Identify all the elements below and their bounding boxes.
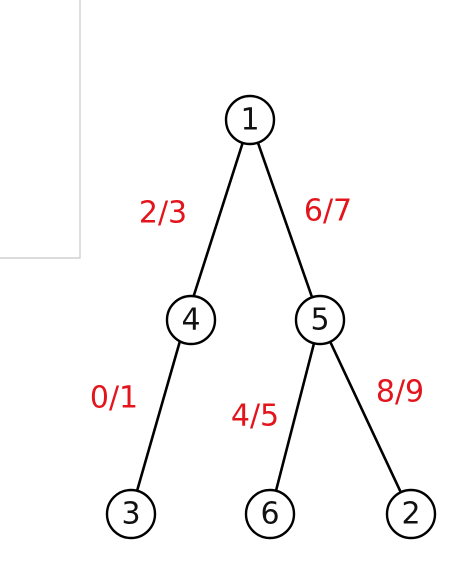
- frame-border: [0, 0, 81, 259]
- node-3-circle: [105, 488, 157, 540]
- edge-5-6: [268, 319, 322, 515]
- node-6-circle: [244, 488, 296, 540]
- node-1: 1: [224, 94, 276, 146]
- node-6-label: 6: [260, 497, 279, 532]
- node-3: 3: [105, 488, 157, 540]
- node-4-circle: [165, 294, 217, 346]
- edge-5-2: [318, 319, 413, 515]
- edge-label-4-3: 0/1: [90, 381, 138, 416]
- node-2: 2: [385, 488, 437, 540]
- node-4-label: 4: [181, 303, 200, 338]
- node-1-circle: [224, 94, 276, 146]
- edge-label-1-5: 6/7: [304, 194, 352, 229]
- edge-1-4: [184, 119, 252, 321]
- node-5: 5: [294, 294, 346, 346]
- node-5-circle: [294, 294, 346, 346]
- edge-1-5: [248, 119, 322, 321]
- edge-label-1-4: 2/3: [139, 196, 187, 231]
- edge-labels: 2/3 6/7 0/1 4/5 8/9: [90, 194, 424, 434]
- node-1-label: 1: [240, 103, 259, 138]
- node-3-label: 3: [121, 497, 140, 532]
- node-6: 6: [244, 488, 296, 540]
- node-5-label: 5: [310, 303, 329, 338]
- edge-label-5-2: 8/9: [376, 375, 424, 410]
- nodes: 1 4 5 3 6 2: [105, 94, 437, 540]
- edges: [129, 119, 413, 515]
- node-2-label: 2: [401, 497, 420, 532]
- edge-4-3: [129, 319, 188, 513]
- edge-label-5-6: 4/5: [231, 399, 279, 434]
- node-4: 4: [165, 294, 217, 346]
- node-2-circle: [385, 488, 437, 540]
